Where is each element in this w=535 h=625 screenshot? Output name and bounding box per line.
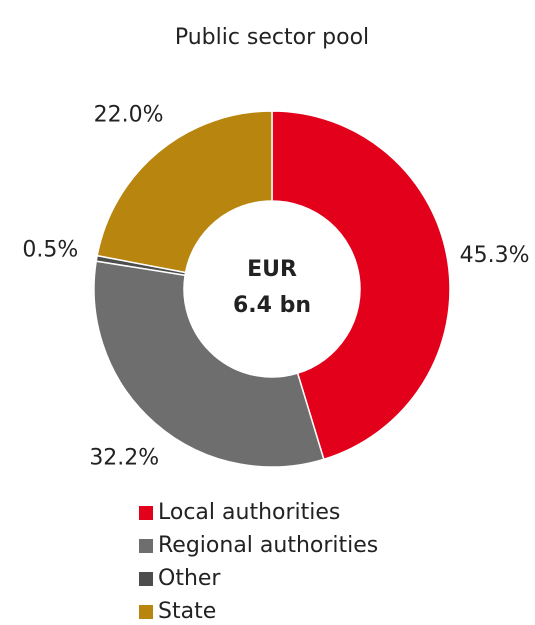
legend-swatch: [139, 605, 153, 619]
legend-label: State: [158, 599, 216, 624]
center-label: 6.4 bn: [233, 293, 311, 318]
data-label: 0.5%: [22, 237, 78, 262]
legend-label: Regional authorities: [158, 533, 378, 558]
donut-slice: [271, 110, 451, 461]
legend-label: Other: [158, 566, 221, 591]
legend-label: Local authorities: [158, 500, 340, 525]
donut-slice: [96, 110, 273, 274]
data-label: 32.2%: [89, 446, 159, 471]
center-label: EUR: [247, 257, 297, 282]
legend-swatch: [139, 539, 153, 553]
data-label: 45.3%: [460, 243, 530, 268]
legend-swatch: [139, 506, 153, 520]
donut-slice: [93, 260, 325, 468]
chart-title: Public sector pool: [175, 25, 369, 50]
legend-swatch: [139, 572, 153, 586]
data-label: 22.0%: [94, 103, 164, 128]
